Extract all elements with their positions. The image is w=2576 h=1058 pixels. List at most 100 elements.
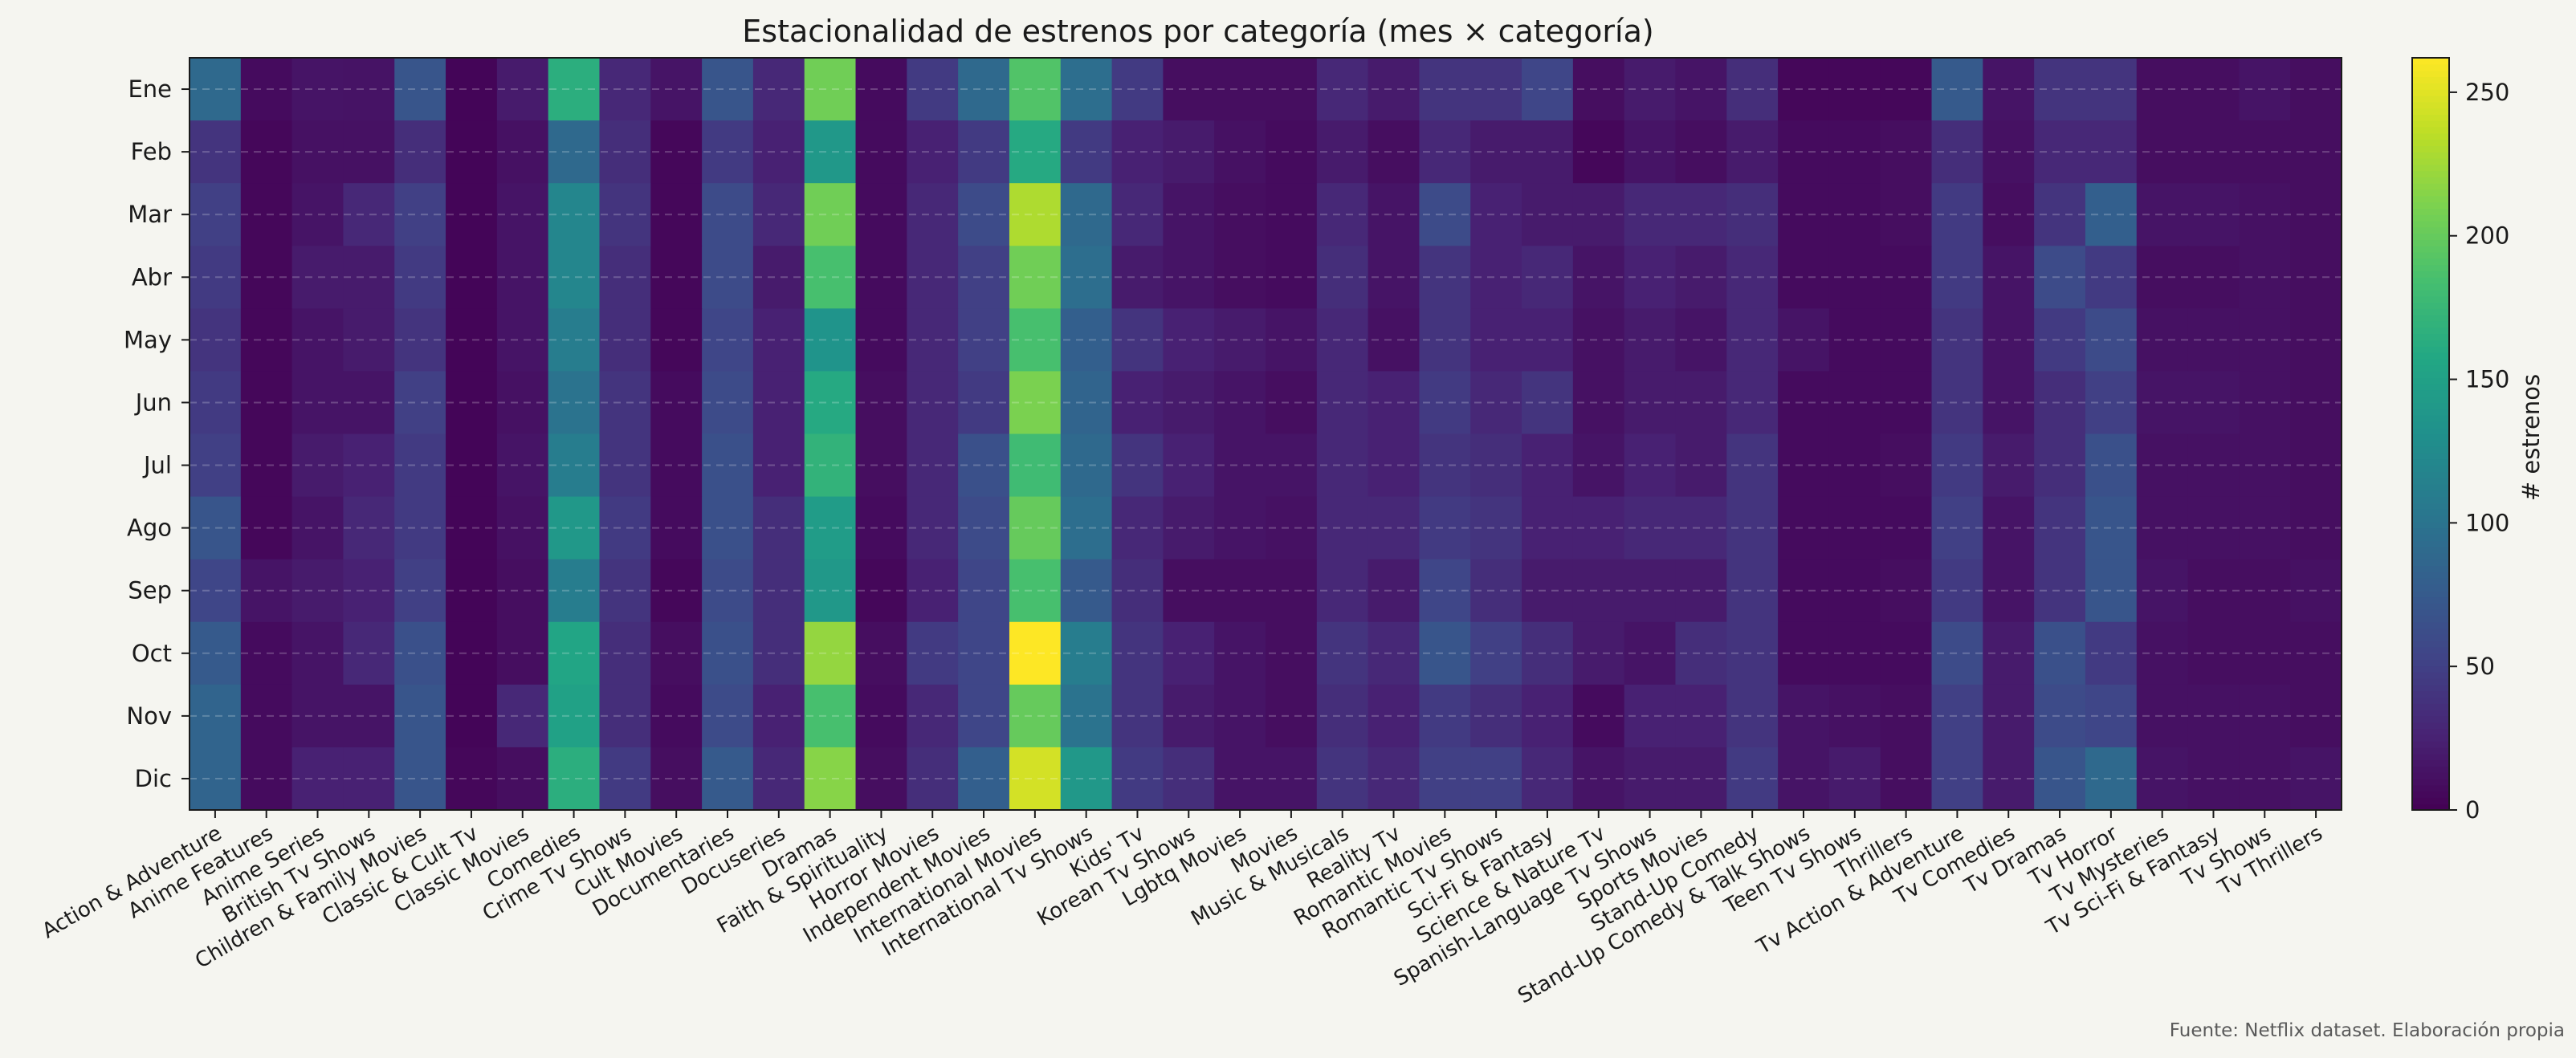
colorbar-segment [2412,433,2449,441]
heatmap-cell [240,747,293,811]
heatmap-cell [1163,120,1215,184]
heatmap-cell [394,371,446,435]
heatmap-cell [2136,183,2189,246]
heatmap-cell [1111,496,1164,560]
heatmap-cell [702,433,754,498]
heatmap-cell [855,684,907,748]
heatmap-cell [2239,621,2291,686]
heatmap-cell [1828,684,1881,748]
heatmap-cell [855,246,907,309]
heatmap-cell [599,308,651,372]
heatmap-cell [1572,433,1625,498]
heatmap-cell [343,684,395,748]
heatmap-cell [1009,621,1062,686]
heatmap-cell [1778,496,1830,560]
y-tick-label: Oct [132,640,172,667]
colorbar-segment [2412,258,2449,266]
heatmap-cell [2290,58,2342,121]
colorbar-segment [2412,791,2449,798]
heatmap-cell [2085,559,2138,623]
heatmap-cell [2136,120,2189,184]
heatmap-cell [650,308,703,372]
colorbar-segment [2412,559,2449,567]
heatmap-cell [702,371,754,435]
heatmap-cell [1880,496,1933,560]
heatmap-cell [1009,433,1062,498]
heatmap-cell [804,747,857,811]
heatmap-cell [291,747,344,811]
heatmap-cell [907,433,959,498]
heatmap-cell [1931,58,1983,121]
heatmap-cell [702,246,754,309]
heatmap-cell [2136,684,2189,748]
heatmap-cell [1009,371,1062,435]
heatmap-cell [1983,621,2035,686]
heatmap-cell [2034,559,2086,623]
heatmap-cell [1828,747,1881,811]
heatmap-cell [2239,433,2291,498]
heatmap-cell [1778,747,1830,811]
heatmap-cell [1726,747,1779,811]
heatmap-cell [548,621,601,686]
heatmap-cell [907,58,959,121]
heatmap-cell [1470,747,1522,811]
colorbar-tick-label: 0 [2465,796,2480,824]
heatmap-cell [599,246,651,309]
heatmap-cell [752,747,805,811]
colorbar-segment [2412,152,2449,159]
heatmap-cell [1111,183,1164,246]
heatmap-cell [2187,496,2240,560]
colorbar-segment [2412,690,2449,698]
heatmap-cell [1060,433,1113,498]
heatmap-cell [190,747,242,811]
heatmap-cell [2290,559,2342,623]
heatmap-cell [1009,684,1062,748]
heatmap-cell [702,308,754,372]
heatmap-cell [1726,684,1779,748]
heatmap-cell [394,433,446,498]
heatmap-cell [1266,371,1318,435]
heatmap-cell [496,684,549,748]
heatmap-cell [1316,496,1369,560]
heatmap-cell [2187,684,2240,748]
heatmap-cell [1983,747,2035,811]
heatmap-cell [394,621,446,686]
heatmap-cell [1214,433,1266,498]
heatmap-cell [1726,621,1779,686]
colorbar-segment [2412,641,2449,648]
heatmap-cell [394,183,446,246]
heatmap-cell [650,371,703,435]
colorbar-segment [2412,565,2449,572]
heatmap-cell [1572,371,1625,435]
colorbar-segment [2412,515,2449,523]
heatmap-cell [752,308,805,372]
heatmap-cell [1726,559,1779,623]
plot-frame [189,57,2342,811]
colorbar-segment [2412,503,2449,510]
heatmap-cell [1880,308,1933,372]
colorbar-segment [2412,126,2449,134]
heatmap-cell [2136,747,2189,811]
heatmap-cell [1624,120,1677,184]
colorbar-segment [2412,678,2449,686]
heatmap-cell [1624,183,1677,246]
heatmap-cell [2239,183,2291,246]
heatmap-cell [2187,747,2240,811]
heatmap-cell [1111,559,1164,623]
heatmap-cell [446,308,498,372]
colorbar-segment [2412,747,2449,755]
colorbar-tick-label: 250 [2465,79,2509,106]
heatmap-cell [1266,747,1318,811]
heatmap-cell [1880,433,1933,498]
colorbar-segment [2412,653,2449,661]
heatmap-cell [1367,496,1420,560]
heatmap-cell [855,308,907,372]
heatmap-cell [394,684,446,748]
heatmap-cell [752,684,805,748]
heatmap-cell [958,183,1010,246]
heatmap-cell [1828,183,1881,246]
heatmap-cell [2034,433,2086,498]
heatmap-cell [1778,684,1830,748]
heatmap-cell [1214,371,1266,435]
heatmap-cell [1009,308,1062,372]
